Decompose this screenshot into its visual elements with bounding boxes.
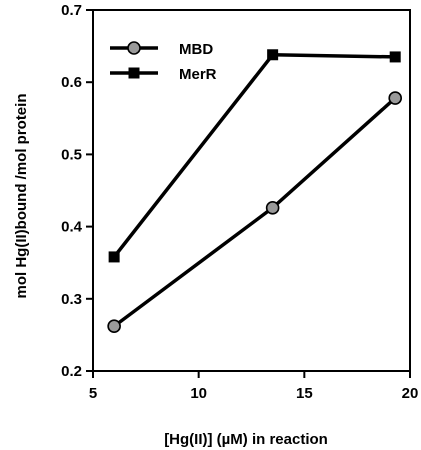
x-tick-label: 15 bbox=[296, 385, 313, 402]
x-tick-label: 5 bbox=[89, 385, 97, 402]
y-tick-label: 0.6 bbox=[61, 74, 82, 91]
legend: MBD MerR bbox=[110, 41, 217, 83]
data-point-mbd bbox=[107, 319, 121, 334]
data-point-merr bbox=[108, 251, 120, 263]
plot-frame bbox=[92, 9, 411, 372]
legend-marker-mbd bbox=[127, 41, 141, 55]
plot-frame-rect bbox=[92, 9, 411, 372]
data-point-mbd bbox=[265, 201, 280, 215]
x-tick-label: 10 bbox=[190, 385, 207, 402]
y-tick-label: 0.3 bbox=[61, 291, 82, 308]
y-axis-title: mol Hg(II)bound /mol protein bbox=[13, 94, 30, 299]
data-point-merr bbox=[389, 51, 401, 63]
x-axis-title: [Hg(II)] (µM) in reaction bbox=[164, 431, 328, 448]
legend-label-merr: MerR bbox=[179, 66, 217, 83]
legend-marker-merr bbox=[128, 67, 140, 79]
series-layer bbox=[107, 49, 403, 334]
series-line-mbd bbox=[113, 96, 397, 328]
series-line-merr bbox=[112, 52, 396, 259]
y-tick-label: 0.4 bbox=[61, 219, 83, 236]
data-point-mbd bbox=[388, 91, 403, 105]
y-tick-label: 0.5 bbox=[61, 146, 82, 163]
legend-label-mbd: MBD bbox=[179, 41, 213, 58]
x-tick-label: 20 bbox=[402, 385, 419, 402]
y-tick-label: 0.2 bbox=[61, 363, 82, 380]
data-point-merr bbox=[267, 49, 279, 61]
axis-ticks: 5 10 15 20 0.2 0.3 0.4 0.5 0.6 0.7 bbox=[61, 2, 418, 402]
y-tick-label: 0.7 bbox=[61, 2, 82, 19]
